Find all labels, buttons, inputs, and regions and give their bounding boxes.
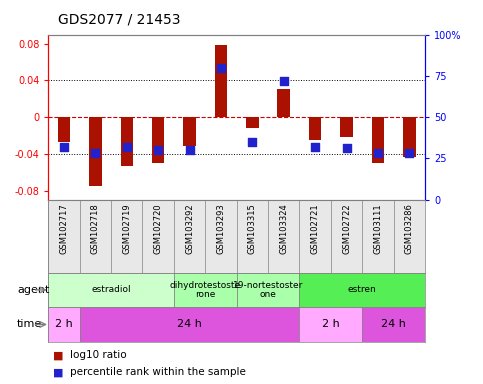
Bar xyxy=(214,45,227,117)
Point xyxy=(343,146,351,152)
Bar xyxy=(174,273,237,307)
Point xyxy=(374,151,382,157)
Text: ■: ■ xyxy=(53,350,64,360)
Text: GSM103292: GSM103292 xyxy=(185,204,194,254)
Bar xyxy=(299,307,362,342)
Point xyxy=(406,151,413,157)
Text: dihydrotestoste
rone: dihydrotestoste rone xyxy=(170,281,241,299)
Bar xyxy=(89,117,102,186)
Text: estren: estren xyxy=(348,285,377,295)
Text: percentile rank within the sample: percentile rank within the sample xyxy=(70,367,246,377)
Text: 19-nortestoster
one: 19-nortestoster one xyxy=(233,281,303,299)
Text: GSM102718: GSM102718 xyxy=(91,204,100,254)
Text: 2 h: 2 h xyxy=(55,319,73,329)
Point xyxy=(92,151,99,157)
Bar xyxy=(372,117,384,163)
Bar xyxy=(299,273,425,307)
Text: GDS2077 / 21453: GDS2077 / 21453 xyxy=(58,13,181,27)
Bar xyxy=(246,117,259,128)
Text: GSM102717: GSM102717 xyxy=(59,204,69,254)
Point xyxy=(312,144,319,150)
Text: 24 h: 24 h xyxy=(381,319,406,329)
Text: GSM103286: GSM103286 xyxy=(405,204,414,254)
Bar xyxy=(403,117,416,157)
Point xyxy=(123,144,130,150)
Point xyxy=(186,147,194,153)
Bar xyxy=(121,117,133,166)
Bar xyxy=(48,273,174,307)
Text: 2 h: 2 h xyxy=(322,319,340,329)
Text: GSM103324: GSM103324 xyxy=(279,204,288,254)
Bar xyxy=(152,117,164,163)
Bar xyxy=(341,117,353,137)
Text: GSM103315: GSM103315 xyxy=(248,204,257,254)
Text: GSM103111: GSM103111 xyxy=(373,204,383,254)
Text: GSM102719: GSM102719 xyxy=(122,204,131,254)
Bar xyxy=(309,117,322,140)
Point xyxy=(217,65,225,71)
Text: 24 h: 24 h xyxy=(177,319,202,329)
Bar xyxy=(237,273,299,307)
Point xyxy=(60,144,68,150)
Text: log10 ratio: log10 ratio xyxy=(70,350,127,360)
Bar xyxy=(58,117,71,142)
Point xyxy=(249,139,256,145)
Point xyxy=(280,78,288,84)
Text: time: time xyxy=(17,319,42,329)
Bar xyxy=(184,117,196,146)
Text: GSM103293: GSM103293 xyxy=(216,204,226,254)
Point xyxy=(155,147,162,153)
Bar xyxy=(48,307,80,342)
Text: GSM102722: GSM102722 xyxy=(342,204,351,254)
Text: estradiol: estradiol xyxy=(91,285,131,295)
Text: GSM102721: GSM102721 xyxy=(311,204,320,254)
Bar xyxy=(277,89,290,117)
Bar xyxy=(362,307,425,342)
Text: GSM102720: GSM102720 xyxy=(154,204,163,254)
Bar xyxy=(80,307,299,342)
Text: agent: agent xyxy=(17,285,49,295)
Text: ■: ■ xyxy=(53,367,64,377)
